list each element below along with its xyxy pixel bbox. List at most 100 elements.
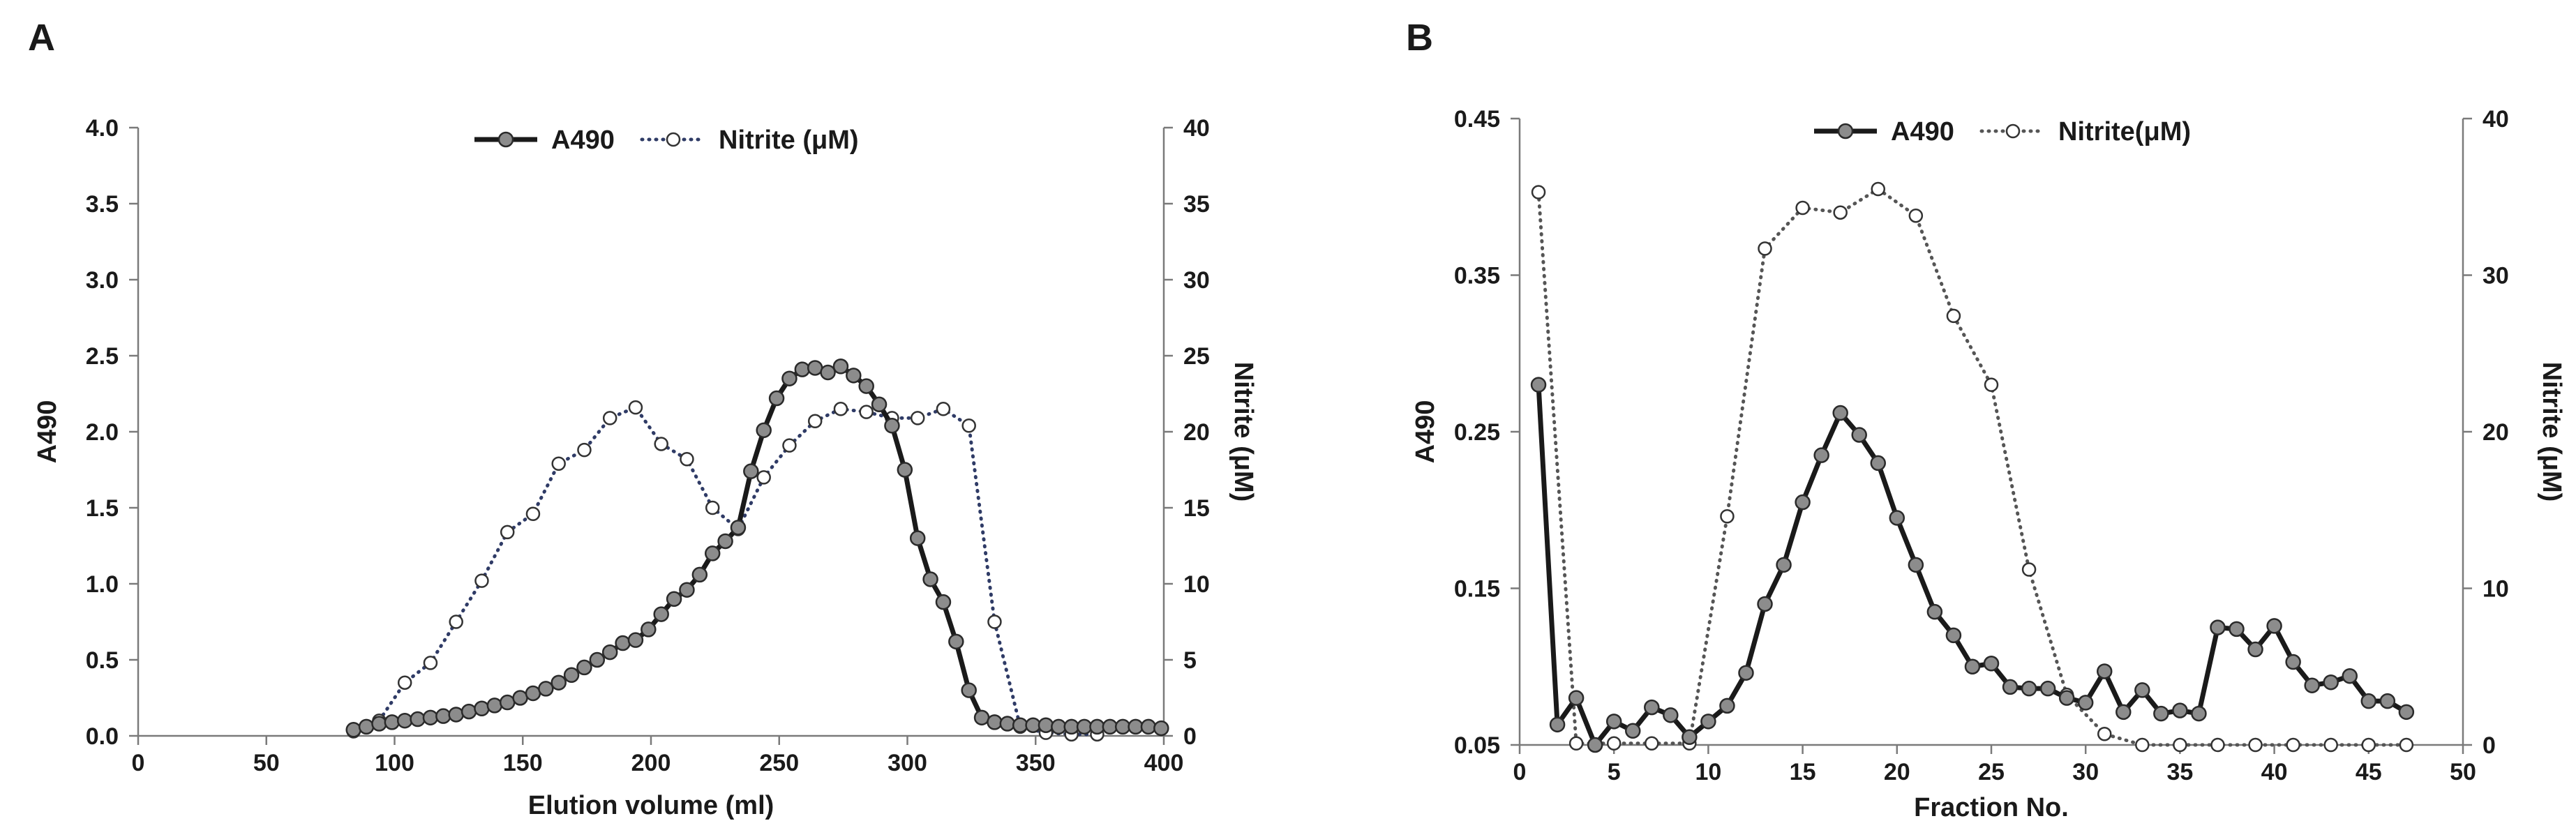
- a-nitrite-point: [500, 525, 515, 540]
- a-nitrite-point: [936, 402, 951, 416]
- b-x-tick-label: 35: [2166, 759, 2193, 785]
- a-nitrite-line: [352, 405, 1099, 737]
- a-nitrite-point: [602, 411, 617, 425]
- b-nitrite-point: [2286, 737, 2300, 753]
- a-nitrite-point: [474, 573, 489, 588]
- b-nitrite-point: [1795, 200, 1810, 216]
- a-legend-nitrite-label: Nitrite (μM): [719, 126, 859, 155]
- b-x-tick-label: 45: [2356, 759, 2382, 785]
- b-a490-point: [1889, 510, 1905, 526]
- a-nitrite-point: [705, 500, 720, 515]
- b-x-tick-label: 10: [1695, 759, 1721, 785]
- a-x-tick-label: 0: [132, 750, 145, 776]
- a-a490-point: [743, 463, 759, 479]
- b-nitrite-point: [1984, 377, 1999, 392]
- b-x-tick-label: 25: [1978, 759, 2005, 785]
- b-nitrite-point: [1871, 181, 1886, 197]
- a-a490-point: [576, 659, 592, 676]
- b-nitrite-point: [1908, 208, 1924, 223]
- b-a490-point: [1870, 455, 1887, 472]
- b-a490-point: [1663, 707, 1679, 723]
- a-legend-nitrite-marker: [666, 132, 681, 147]
- a-nitrite-point: [397, 675, 412, 690]
- b-a490-point: [1813, 447, 1829, 463]
- a-a490-point: [922, 571, 938, 587]
- b-nitrite-point: [1946, 308, 1961, 324]
- a-a490-point: [1051, 718, 1067, 735]
- a-a490-point: [756, 422, 772, 439]
- b-x-tick-label: 20: [1884, 759, 1910, 785]
- b-a490-point: [1549, 716, 1566, 733]
- a-a490-point: [396, 712, 413, 729]
- b-x-tick-label: 50: [2450, 759, 2476, 785]
- a-y-tick-label: 0.5: [86, 647, 119, 674]
- a-nitrite-point: [551, 456, 566, 472]
- b-a490-point: [1719, 698, 1735, 714]
- a-a490-point: [512, 690, 528, 706]
- a-a490-point: [589, 651, 606, 668]
- b-a490-point: [2229, 621, 2245, 638]
- a-a490-point: [1140, 718, 1157, 735]
- a-a490-point: [1038, 717, 1054, 733]
- b-nitrite-point: [2361, 737, 2376, 753]
- b-y2-tick-label: 10: [2483, 576, 2509, 603]
- a-a490-point: [486, 698, 503, 714]
- b-a490-point: [2058, 690, 2075, 706]
- b-nitrite-point: [1531, 185, 1546, 199]
- a-x-tick-label: 100: [375, 750, 414, 776]
- a-a490-point: [525, 685, 541, 702]
- a-a490-point: [897, 462, 913, 478]
- a-a490-point: [538, 681, 554, 697]
- a-y-tick-label: 3.0: [86, 267, 119, 294]
- b-nitrite-point: [1720, 508, 1735, 524]
- b-a490-point: [2191, 705, 2207, 722]
- a-nitrite-point: [910, 411, 925, 425]
- a-a490-point: [691, 566, 708, 583]
- a-a490-point: [641, 621, 657, 638]
- b-y-tick-label: 0.15: [1454, 576, 1500, 603]
- a-y2-tick-label: 10: [1183, 571, 1210, 598]
- b-y-tick-label: 0.45: [1454, 106, 1500, 133]
- b-nitrite-point: [2323, 737, 2338, 753]
- b-y-tick-label: 0.05: [1454, 732, 1500, 759]
- a-a490-point: [884, 418, 900, 434]
- b-a490-point: [1851, 427, 1867, 443]
- b-a490-point: [2247, 641, 2263, 658]
- a-a490-point: [448, 707, 464, 723]
- a-a490-point: [1153, 720, 1169, 737]
- a-a490-point: [704, 545, 721, 561]
- a-y2-axis-label: Nitrite (μM): [1229, 362, 1258, 502]
- a-a490-point: [474, 700, 490, 717]
- a-nitrite-point: [680, 451, 694, 467]
- b-a490-point: [2172, 702, 2188, 718]
- a-nitrite-point: [449, 614, 463, 629]
- a-y-tick-label: 2.5: [86, 343, 119, 370]
- b-y-axis-label: A490: [1411, 400, 1440, 464]
- a-y-tick-label: 3.5: [86, 191, 119, 218]
- a-a490-point: [781, 370, 797, 386]
- b-a490-point: [2323, 674, 2339, 691]
- a-a490-point: [422, 709, 439, 726]
- b-a490-point: [2021, 680, 2037, 697]
- panel-b-chart: 0 5 10 15 20 25 30 35 40 45 50 0.05 0.15 0.25 0.35 0.45…: [1411, 106, 2566, 822]
- b-a490-point: [1945, 627, 1962, 644]
- a-a490-point: [999, 716, 1016, 732]
- panel-a-letter: A: [28, 17, 55, 59]
- a-a490-point: [679, 582, 695, 598]
- b-nitrite-point: [2248, 737, 2263, 753]
- a-y2-tick-label: 20: [1183, 419, 1210, 446]
- b-a490-point: [2266, 618, 2282, 634]
- b-a490-point: [1530, 377, 1547, 393]
- b-a490-point: [2360, 693, 2377, 709]
- a-a490-point: [871, 396, 888, 413]
- a-a490-point: [666, 591, 682, 608]
- b-a490-point: [1926, 603, 1943, 620]
- b-nitrite-point: [1758, 241, 1772, 256]
- b-a490-point: [1908, 557, 1924, 573]
- b-a490-point: [2398, 704, 2415, 721]
- b-y2-axis-label: Nitrite (μM): [2537, 362, 2566, 502]
- b-x-tick-label: 30: [2072, 759, 2099, 785]
- b-a490-point: [2096, 663, 2113, 679]
- b-a490-point: [2002, 679, 2019, 695]
- a-y2-tick-label: 40: [1183, 115, 1210, 142]
